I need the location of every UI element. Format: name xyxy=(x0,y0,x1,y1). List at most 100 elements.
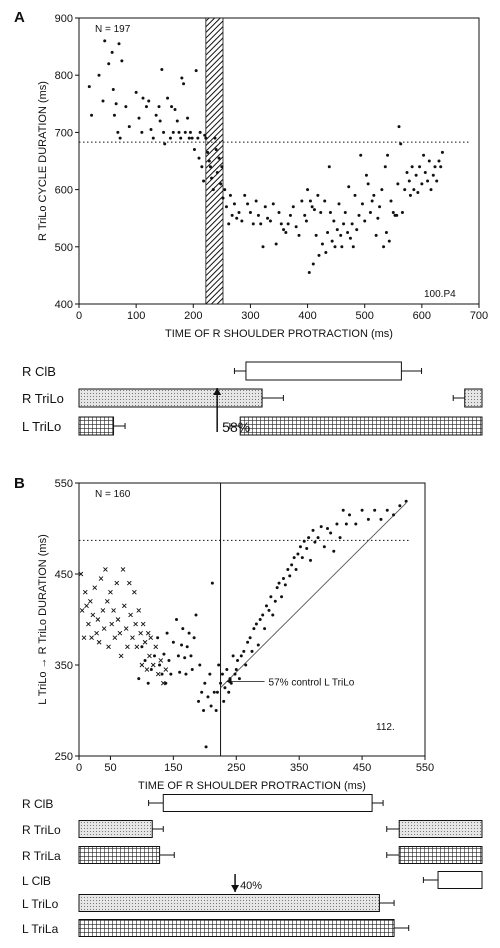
data-point-x xyxy=(130,635,135,641)
x-tick-label: 350 xyxy=(290,762,308,774)
activity-row-label: R ClB xyxy=(22,364,56,379)
data-point xyxy=(363,219,367,223)
data-point xyxy=(273,599,277,603)
data-point xyxy=(213,136,217,140)
data-point xyxy=(234,668,238,672)
data-point xyxy=(403,188,407,192)
data-point-x xyxy=(136,608,142,613)
data-point xyxy=(341,508,345,512)
data-point xyxy=(286,222,290,226)
data-point xyxy=(163,142,167,146)
data-point xyxy=(368,210,372,214)
data-point xyxy=(149,128,153,132)
data-point xyxy=(259,222,263,226)
x-tick-label: 550 xyxy=(416,762,434,774)
onset-percent-label: 58% xyxy=(222,419,250,435)
data-point xyxy=(344,522,348,526)
data-point-x xyxy=(128,612,133,618)
data-point-x xyxy=(133,621,138,627)
data-point xyxy=(251,222,255,226)
x-tick-label: 0 xyxy=(76,310,82,322)
corner-code-label: 100.P4 xyxy=(424,289,456,300)
data-point xyxy=(206,695,210,699)
data-point xyxy=(325,527,329,530)
data-point xyxy=(333,245,337,249)
data-point xyxy=(103,39,107,43)
data-point xyxy=(250,649,254,653)
y-tick-label: 550 xyxy=(55,478,73,490)
data-point xyxy=(347,185,351,189)
data-point xyxy=(311,262,315,266)
data-point xyxy=(340,245,344,249)
data-point xyxy=(423,170,427,174)
activity-row-label: R TriLo xyxy=(22,391,64,406)
protraction-band xyxy=(205,17,224,305)
data-point xyxy=(264,604,268,608)
data-point-x xyxy=(86,621,91,627)
x-tick-label: 100 xyxy=(127,310,145,322)
data-point xyxy=(87,85,91,89)
activity-bar xyxy=(398,820,483,838)
data-point xyxy=(206,150,210,154)
x-tick-label: 450 xyxy=(353,762,371,774)
data-point xyxy=(232,202,236,206)
data-point xyxy=(353,193,357,197)
data-point xyxy=(408,193,412,197)
y-tick-label: 900 xyxy=(55,13,73,25)
data-point xyxy=(360,202,364,206)
data-point xyxy=(183,130,187,134)
data-point xyxy=(300,199,304,203)
data-point xyxy=(187,631,191,635)
data-point xyxy=(194,613,198,617)
data-point xyxy=(237,677,241,681)
data-point xyxy=(183,656,187,660)
data-point xyxy=(144,105,148,109)
data-point xyxy=(158,663,162,667)
data-point xyxy=(186,116,190,120)
data-point xyxy=(211,188,215,192)
data-point xyxy=(291,205,295,209)
data-point xyxy=(202,179,206,183)
data-point xyxy=(141,96,145,100)
data-point xyxy=(332,219,336,223)
data-point xyxy=(335,522,339,526)
data-point xyxy=(162,130,166,134)
data-point xyxy=(137,677,141,681)
x-tick-label: 0 xyxy=(76,762,82,774)
data-point-x xyxy=(125,644,130,650)
activity-row-label: R ClB xyxy=(22,797,53,811)
data-point xyxy=(314,233,318,237)
data-point xyxy=(240,219,244,223)
data-point-x xyxy=(103,567,108,572)
data-point xyxy=(197,699,201,703)
data-point xyxy=(116,130,120,134)
activity-bar xyxy=(245,361,402,381)
data-point xyxy=(306,188,310,192)
data-point-x xyxy=(108,589,113,595)
data-point xyxy=(327,165,331,169)
data-point xyxy=(274,242,278,246)
data-point xyxy=(290,563,294,567)
data-point xyxy=(230,213,234,217)
data-point xyxy=(427,159,431,163)
data-point xyxy=(342,222,346,226)
data-point-x xyxy=(120,567,126,572)
data-point xyxy=(179,136,183,140)
data-point-x xyxy=(123,626,129,631)
activity-row-label: L TriLa xyxy=(22,922,59,936)
data-point xyxy=(328,210,332,214)
data-point xyxy=(209,704,213,708)
data-point xyxy=(323,199,327,203)
data-point xyxy=(364,173,368,177)
data-point xyxy=(182,82,186,86)
y-tick-label: 400 xyxy=(55,299,73,311)
data-point xyxy=(162,652,166,656)
data-point-x xyxy=(109,621,115,627)
data-point xyxy=(107,62,111,66)
data-point-x xyxy=(160,680,166,686)
data-point xyxy=(350,222,354,226)
data-point xyxy=(338,536,342,540)
data-point-x xyxy=(127,580,132,586)
data-point xyxy=(324,251,328,255)
data-point xyxy=(180,76,184,80)
